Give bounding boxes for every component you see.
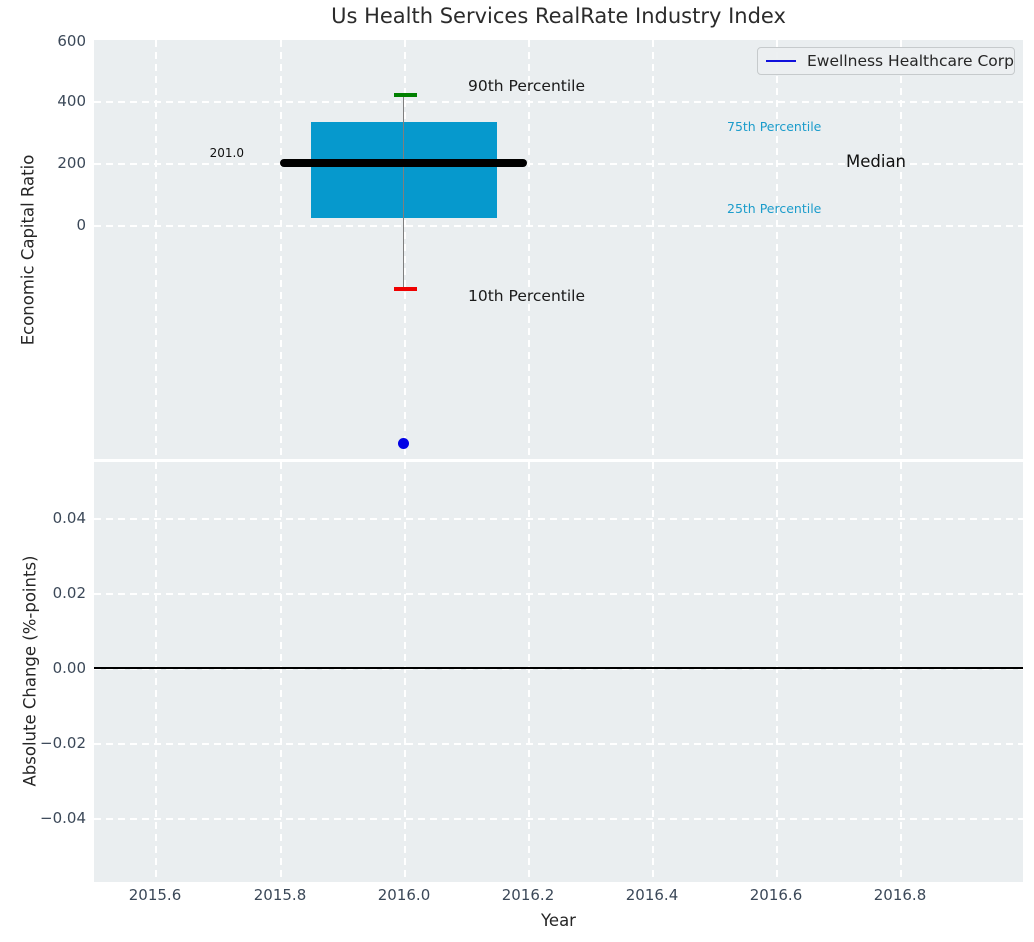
y-tick-label: 0.00 [52,659,86,677]
median-line [280,159,527,167]
y-tick-label: −0.04 [40,809,86,827]
y-tick-label: 0.02 [52,584,86,602]
top-axes: 201.0 90th Percentile 10th Percentile 75… [94,40,1023,459]
x-tick-label: 2015.6 [128,886,182,904]
y-tick-label: 0 [76,216,86,234]
x-tick-label: 2016.4 [625,886,679,904]
gridline-vertical [652,462,654,882]
gridline-vertical [900,40,902,459]
gridline-horizontal [94,518,1023,520]
gridline-vertical [155,40,157,459]
bottom-y-axis-label: Absolute Change (%-points) [20,555,40,787]
p25-label: 25th Percentile [727,201,822,216]
gridline-horizontal [94,818,1023,820]
gridline-horizontal [94,101,1023,103]
gridline-vertical [528,40,530,459]
gridline-vertical [155,462,157,882]
gridline-vertical [280,40,282,459]
x-tick-label: 2016.2 [501,886,555,904]
x-tick-label: 2016.0 [377,886,431,904]
chart-title: Us Health Services RealRate Industry Ind… [331,4,786,28]
p75-label: 75th Percentile [727,119,822,134]
gridline-vertical [404,40,406,459]
bottom-axes [94,462,1023,882]
x-axis-label: Year [541,911,576,930]
y-tick-label: 400 [57,92,86,110]
x-tick-label: 2016.8 [873,886,927,904]
median-value-annotation: 201.0 [209,146,244,160]
gridline-vertical [280,462,282,882]
y-tick-label: 0.04 [52,509,86,527]
gridline-vertical [776,40,778,459]
p90-whisker-cap [394,93,417,97]
gridline-horizontal [94,593,1023,595]
gridline-vertical [776,462,778,882]
gridline-horizontal [94,668,1023,670]
whisker-line [403,95,405,289]
zero-reference-line [94,667,1023,669]
gridline-vertical [528,462,530,882]
y-tick-label: −0.02 [40,734,86,752]
median-label: Median [846,152,907,171]
legend-label: Ewellness Healthcare Corp [807,52,1014,70]
gridline-horizontal [94,163,1023,165]
top-y-axis-label: Economic Capital Ratio [18,154,38,346]
gridline-vertical [404,462,406,882]
legend-line-sample [766,60,796,62]
x-tick-label: 2016.6 [749,886,803,904]
gridline-horizontal [94,743,1023,745]
company-data-point [398,438,409,449]
p90-label: 90th Percentile [468,77,586,95]
gridline-vertical [652,40,654,459]
y-tick-label: 200 [57,154,86,172]
p10-label: 10th Percentile [468,287,586,305]
legend: Ewellness Healthcare Corp [757,47,1015,75]
x-tick-label: 2015.8 [253,886,307,904]
p10-whisker-cap [394,287,417,291]
y-tick-label: 600 [57,32,86,50]
gridline-vertical [900,462,902,882]
gridline-horizontal [94,225,1023,227]
